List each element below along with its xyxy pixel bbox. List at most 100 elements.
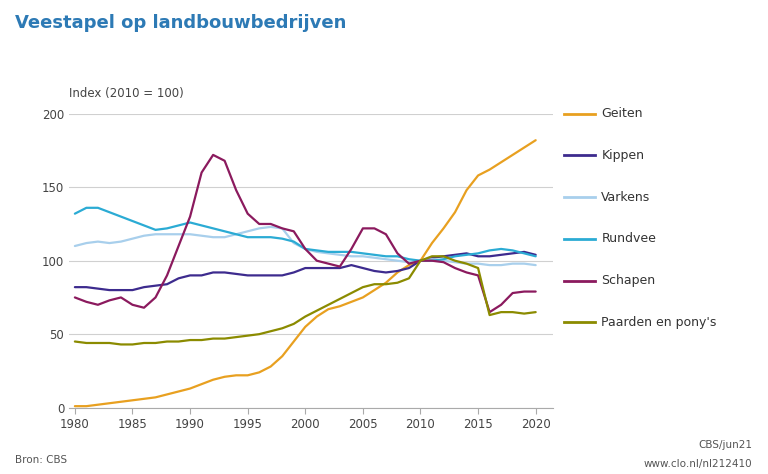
Geiten (277, 354, 286, 359)
Schapen (116, 295, 125, 301)
Geiten (300, 324, 310, 330)
Kippen (381, 270, 390, 275)
Schapen (70, 295, 79, 301)
Paarden en pony's (151, 340, 160, 346)
Varkens (197, 233, 206, 238)
Paarden en pony's (93, 340, 102, 346)
Rundvee (392, 254, 402, 259)
Rundvee (346, 249, 356, 255)
Schapen (162, 273, 171, 278)
Paarden en pony's (116, 342, 125, 347)
Varkens (139, 233, 148, 238)
Paarden en pony's (70, 338, 79, 344)
Varkens (346, 254, 356, 259)
Rundvee (427, 258, 436, 264)
Rundvee (266, 234, 275, 240)
Schapen (220, 158, 229, 164)
Varkens (81, 240, 91, 246)
Schapen (508, 290, 517, 296)
Schapen (277, 226, 286, 231)
Geiten (231, 373, 240, 378)
Varkens (323, 250, 333, 256)
Schapen (415, 258, 425, 264)
Kippen (116, 287, 125, 293)
Geiten (81, 403, 91, 409)
Kippen (485, 254, 494, 259)
Geiten (220, 374, 229, 380)
Varkens (300, 246, 310, 252)
Schapen (462, 270, 471, 275)
Geiten (93, 402, 102, 408)
Varkens (104, 240, 114, 246)
Paarden en pony's (450, 258, 459, 264)
Varkens (151, 231, 160, 237)
Varkens (266, 224, 275, 230)
Rundvee (104, 210, 114, 215)
Varkens (531, 262, 540, 268)
Varkens (450, 259, 459, 265)
Kippen (346, 262, 356, 268)
Geiten (323, 306, 333, 312)
Varkens (485, 262, 494, 268)
Varkens (427, 256, 436, 262)
Schapen (185, 214, 194, 219)
Schapen (231, 187, 240, 193)
Kippen (531, 252, 540, 258)
Paarden en pony's (208, 336, 217, 341)
Paarden en pony's (519, 311, 528, 317)
Rundvee (254, 234, 263, 240)
Geiten (139, 396, 148, 401)
Kippen (450, 252, 459, 258)
Rundvee (450, 254, 459, 259)
Line: Rundvee: Rundvee (74, 208, 535, 261)
Varkens (93, 239, 102, 245)
Varkens (277, 226, 286, 231)
Kippen (231, 271, 240, 277)
Text: Rundvee: Rundvee (601, 232, 656, 246)
Varkens (358, 254, 367, 259)
Rundvee (243, 234, 252, 240)
Geiten (508, 152, 517, 158)
Paarden en pony's (266, 328, 275, 334)
Paarden en pony's (231, 334, 240, 340)
Text: Paarden en pony's: Paarden en pony's (601, 316, 717, 329)
Geiten (127, 397, 137, 403)
Line: Varkens: Varkens (74, 227, 535, 265)
Kippen (151, 283, 160, 289)
Schapen (139, 305, 148, 310)
Kippen (312, 265, 321, 271)
Schapen (335, 264, 344, 269)
Rundvee (208, 226, 217, 231)
Schapen (127, 302, 137, 308)
Geiten (462, 187, 471, 193)
Kippen (462, 250, 471, 256)
Paarden en pony's (335, 296, 344, 302)
Rundvee (151, 227, 160, 233)
Geiten (415, 258, 425, 264)
Geiten (369, 287, 379, 293)
Paarden en pony's (243, 333, 252, 338)
Rundvee (358, 250, 367, 256)
Paarden en pony's (415, 258, 425, 264)
Paarden en pony's (439, 254, 448, 259)
Kippen (392, 268, 402, 274)
Paarden en pony's (300, 314, 310, 319)
Text: Veestapel op landbouwbedrijven: Veestapel op landbouwbedrijven (15, 14, 346, 32)
Paarden en pony's (289, 321, 298, 327)
Text: Schapen: Schapen (601, 274, 655, 287)
Rundvee (70, 211, 79, 217)
Schapen (151, 295, 160, 301)
Kippen (300, 265, 310, 271)
Kippen (508, 250, 517, 256)
Rundvee (116, 214, 125, 219)
Text: Kippen: Kippen (601, 149, 644, 162)
Kippen (197, 273, 206, 278)
Paarden en pony's (381, 282, 390, 287)
Varkens (220, 234, 229, 240)
Varkens (415, 258, 425, 264)
Schapen (93, 302, 102, 308)
Rundvee (485, 247, 494, 253)
Geiten (289, 338, 298, 344)
Geiten (392, 270, 402, 275)
Rundvee (335, 249, 344, 255)
